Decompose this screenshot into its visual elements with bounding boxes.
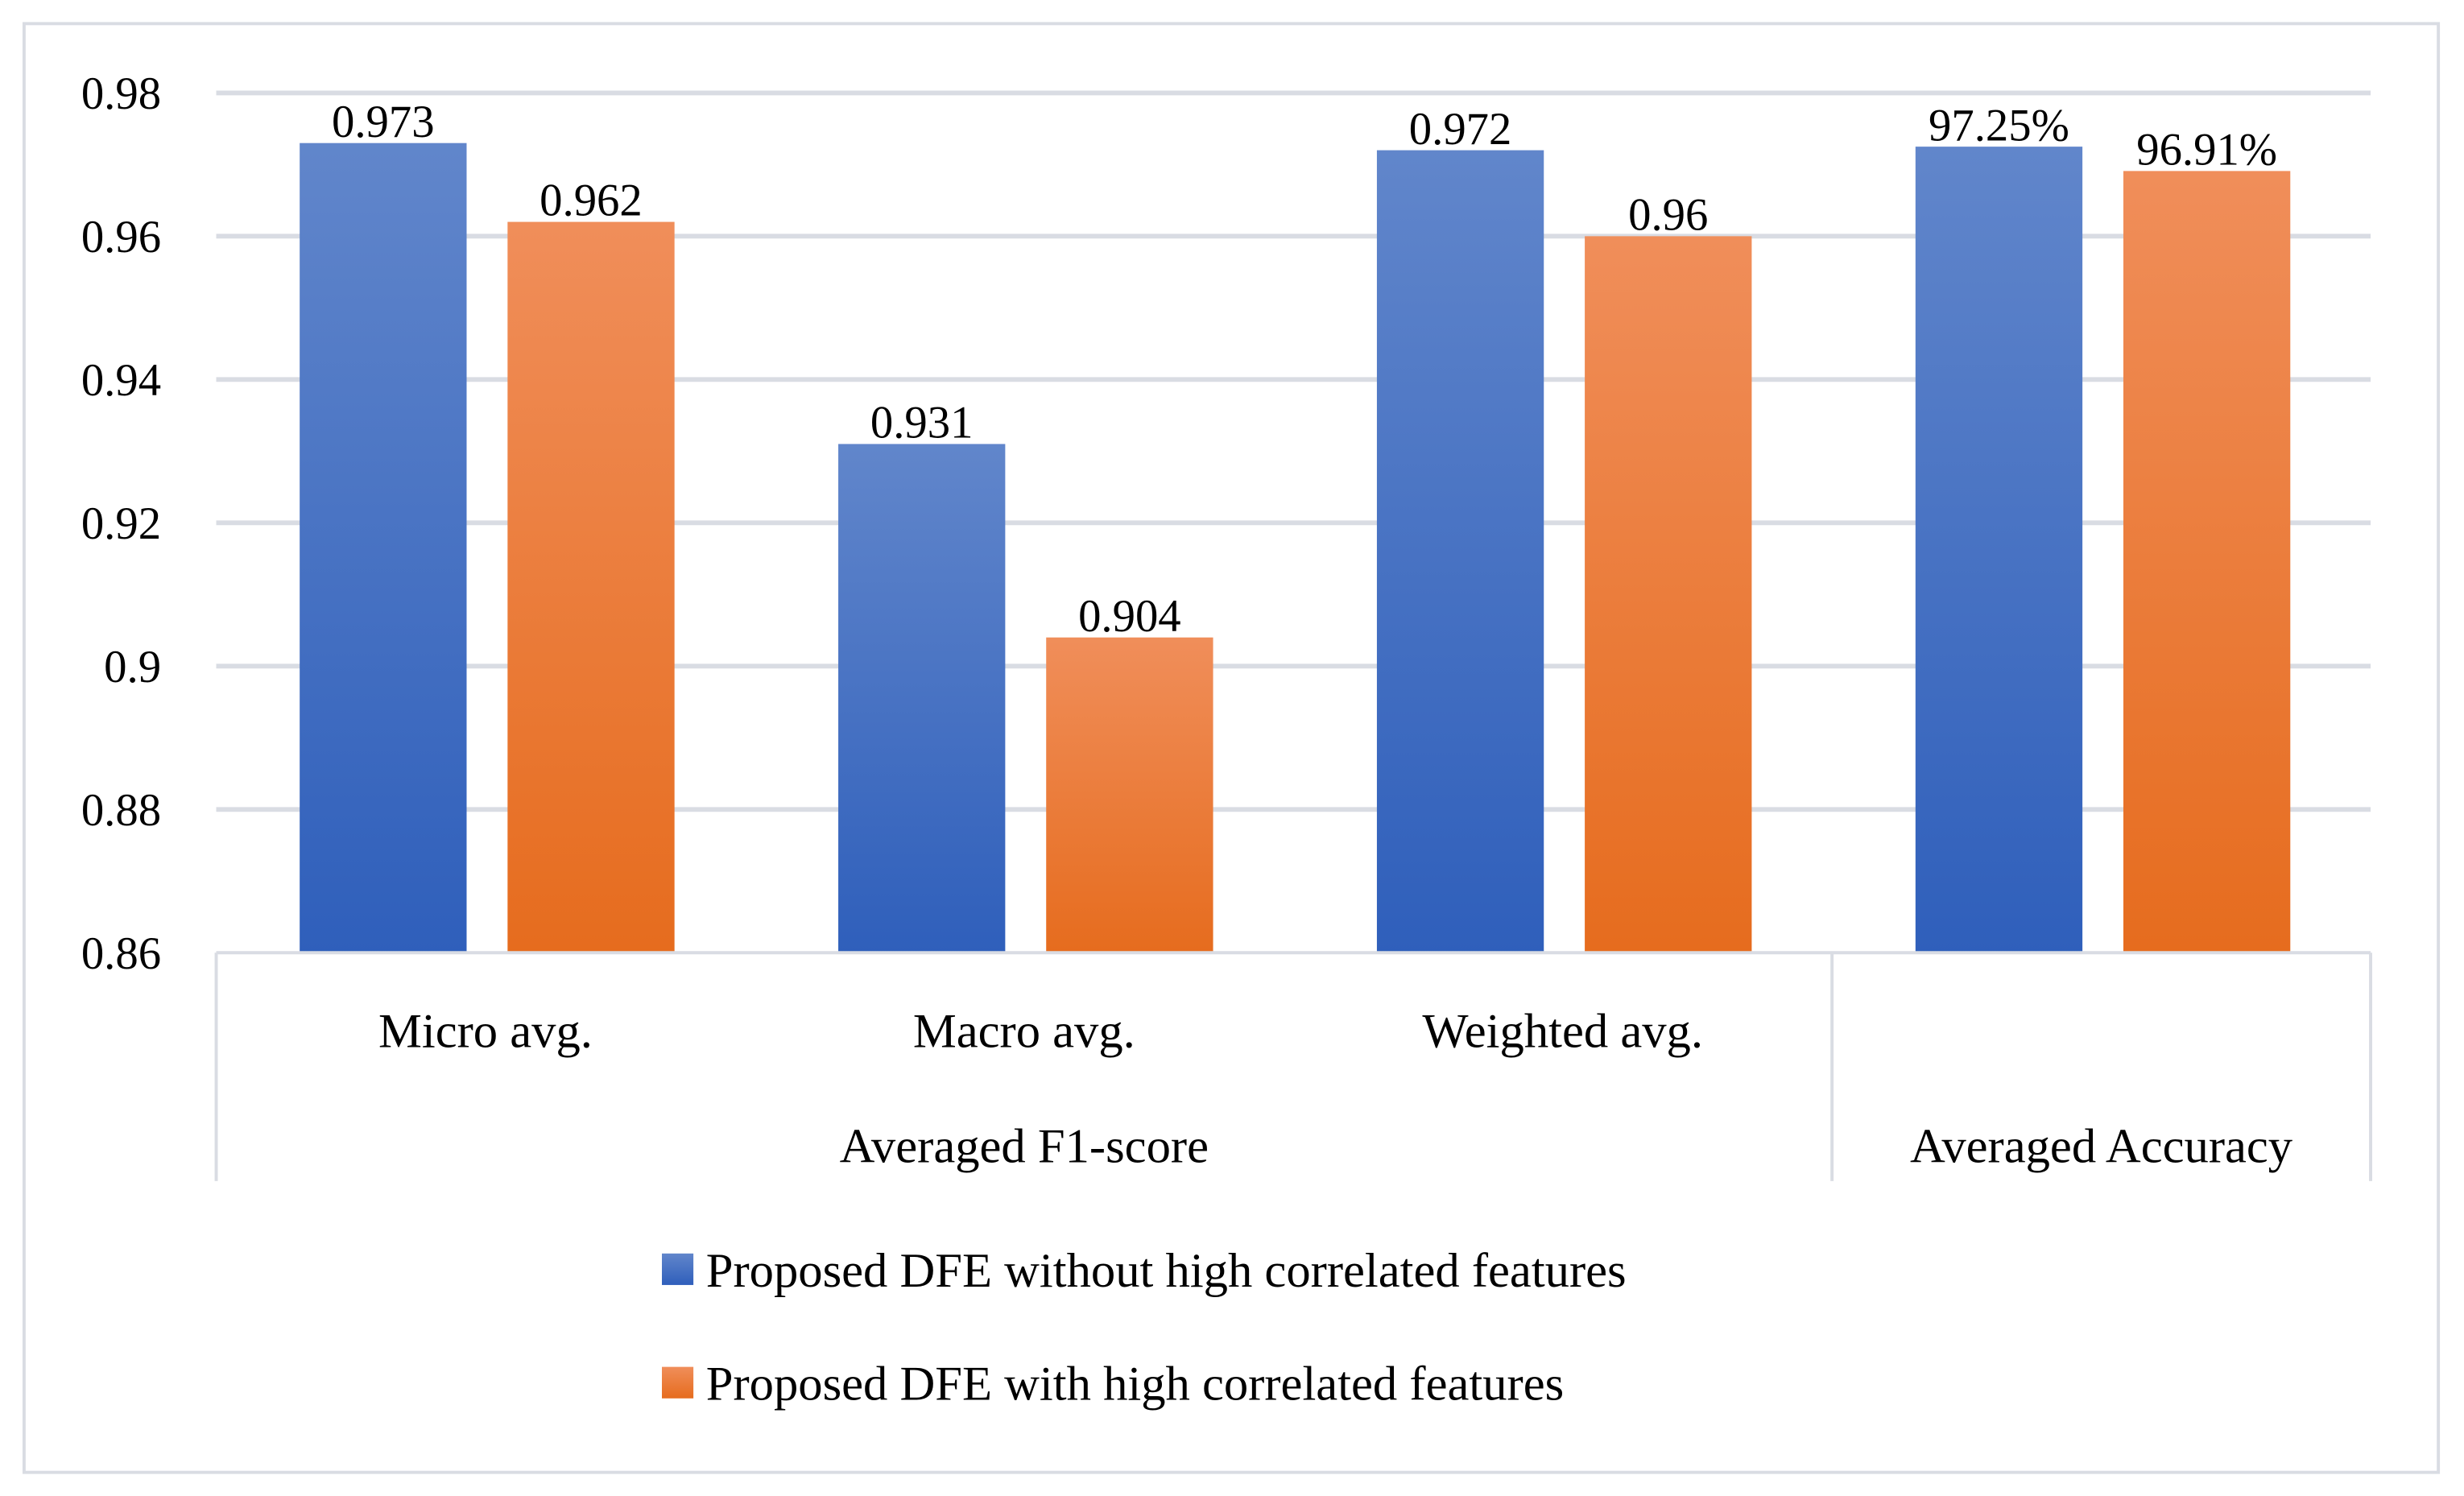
bar-with-high-correlated [1585,236,1752,953]
legend-swatch [662,1366,694,1399]
x-group-label: Averaged F1-score [840,1119,1209,1173]
data-label: 97.25% [1929,100,2069,151]
bar-without-high-correlated [1915,147,2083,953]
data-label: 0.904 [1078,591,1181,642]
bar-without-high-correlated [838,444,1006,953]
x-group-label: Averaged Accuracy [1910,1119,2293,1173]
bar-with-high-correlated [2123,171,2291,953]
y-tick-label: 0.94 [81,355,161,406]
y-tick-label: 0.9 [104,642,161,692]
data-label: 96.91% [2136,125,2277,176]
bar-without-high-correlated [300,143,467,953]
legend-swatch [662,1253,694,1285]
data-label: 0.962 [540,176,643,226]
y-tick-label: 0.96 [81,212,161,262]
data-label: 0.931 [870,398,974,448]
x-category-label: Micro avg. [378,1005,593,1059]
y-tick-label: 0.92 [81,498,161,549]
data-label: 0.96 [1628,190,1708,241]
data-label: 0.973 [332,97,435,147]
x-category-label: Macro avg. [913,1005,1135,1059]
bar-with-high-correlated [507,221,675,953]
legend-label: Proposed DFE with high correlated featur… [706,1358,1564,1411]
data-label: 0.972 [1409,104,1512,155]
x-category-label: Weighted avg. [1422,1005,1703,1059]
bar-with-high-correlated [1046,637,1213,953]
bar-without-high-correlated [1376,150,1544,953]
y-tick-label: 0.88 [81,785,161,836]
legend-label: Proposed DFE without high correlated fea… [706,1244,1627,1298]
y-tick-label: 0.98 [81,68,161,119]
y-tick-label: 0.86 [81,928,161,979]
